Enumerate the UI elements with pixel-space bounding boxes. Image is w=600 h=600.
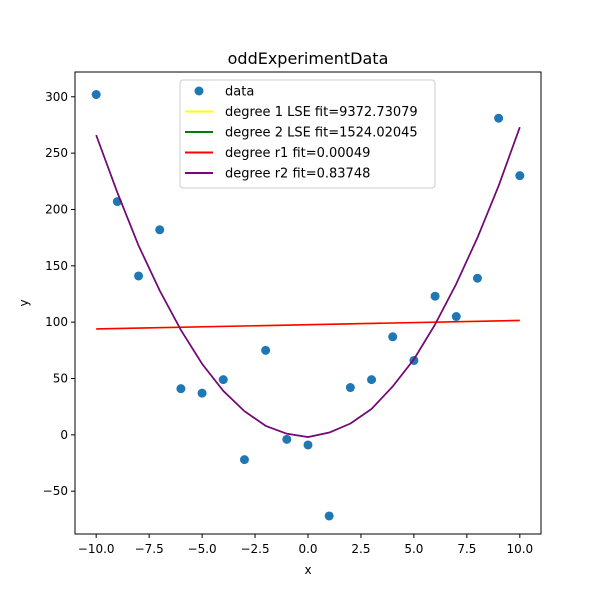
legend-marker-data xyxy=(194,86,204,96)
series-line-3 xyxy=(96,319,520,330)
x-axis: −10.0 −7.5 −5.0 −2.5 0.0 2.5 5.0 7.5 10.0 xyxy=(78,534,533,556)
x-tick-label: −7.5 xyxy=(135,542,164,556)
data-point xyxy=(430,291,440,301)
plot-area xyxy=(91,90,525,521)
y-tick-label: 150 xyxy=(45,259,68,273)
x-tick-label: 0.0 xyxy=(298,542,317,556)
y-tick-label: 0 xyxy=(60,428,68,442)
legend-label-4: degree r2 fit=0.83748 xyxy=(225,167,370,182)
data-point xyxy=(261,345,271,355)
x-tick-label: 10.0 xyxy=(506,542,533,556)
data-point xyxy=(134,271,144,281)
y-tick-label: 300 xyxy=(45,90,68,104)
data-point xyxy=(91,90,101,100)
x-tick-label: 5.0 xyxy=(404,542,423,556)
data-point xyxy=(367,375,377,385)
x-tick-label: −2.5 xyxy=(240,542,269,556)
data-point xyxy=(239,455,249,465)
legend: data degree 1 LSE fit=9372.73079 degree 2 … xyxy=(179,79,436,189)
data-point xyxy=(155,225,165,235)
data-point xyxy=(176,384,186,394)
x-tick-label: −10.0 xyxy=(78,542,115,556)
x-tick-label: 2.5 xyxy=(351,542,370,556)
y-tick-label: 100 xyxy=(45,315,68,329)
data-point xyxy=(345,383,355,393)
y-tick-label: 200 xyxy=(45,202,68,216)
data-point xyxy=(494,113,504,123)
chart-title: oddExperimentData xyxy=(228,49,389,68)
legend-label-3: degree r1 fit=0.00049 xyxy=(225,146,370,161)
y-axis-label: y xyxy=(17,299,31,306)
x-axis-label: x xyxy=(304,563,311,577)
y-tick-label: 250 xyxy=(45,146,68,160)
y-tick-label: 50 xyxy=(53,371,68,385)
x-tick-label: −5.0 xyxy=(188,542,217,556)
legend-label-1: degree 1 LSE fit=9372.73079 xyxy=(225,105,418,120)
legend-box xyxy=(179,79,436,189)
legend-label-2: degree 2 LSE fit=1524.02045 xyxy=(225,126,418,141)
data-point xyxy=(515,171,525,181)
data-point xyxy=(218,375,228,385)
data-point xyxy=(388,332,398,342)
data-point xyxy=(197,388,207,398)
data-point xyxy=(472,273,482,283)
x-tick-label: 7.5 xyxy=(457,542,476,556)
data-point xyxy=(303,440,313,450)
data-point xyxy=(324,511,334,521)
legend-label-data: data xyxy=(225,85,254,100)
y-tick-label: −50 xyxy=(43,484,68,498)
series-line-4 xyxy=(95,126,521,438)
y-axis: −50 0 50 100 150 200 250 300 xyxy=(43,90,75,498)
data-point xyxy=(451,312,461,322)
data-point xyxy=(282,434,292,444)
